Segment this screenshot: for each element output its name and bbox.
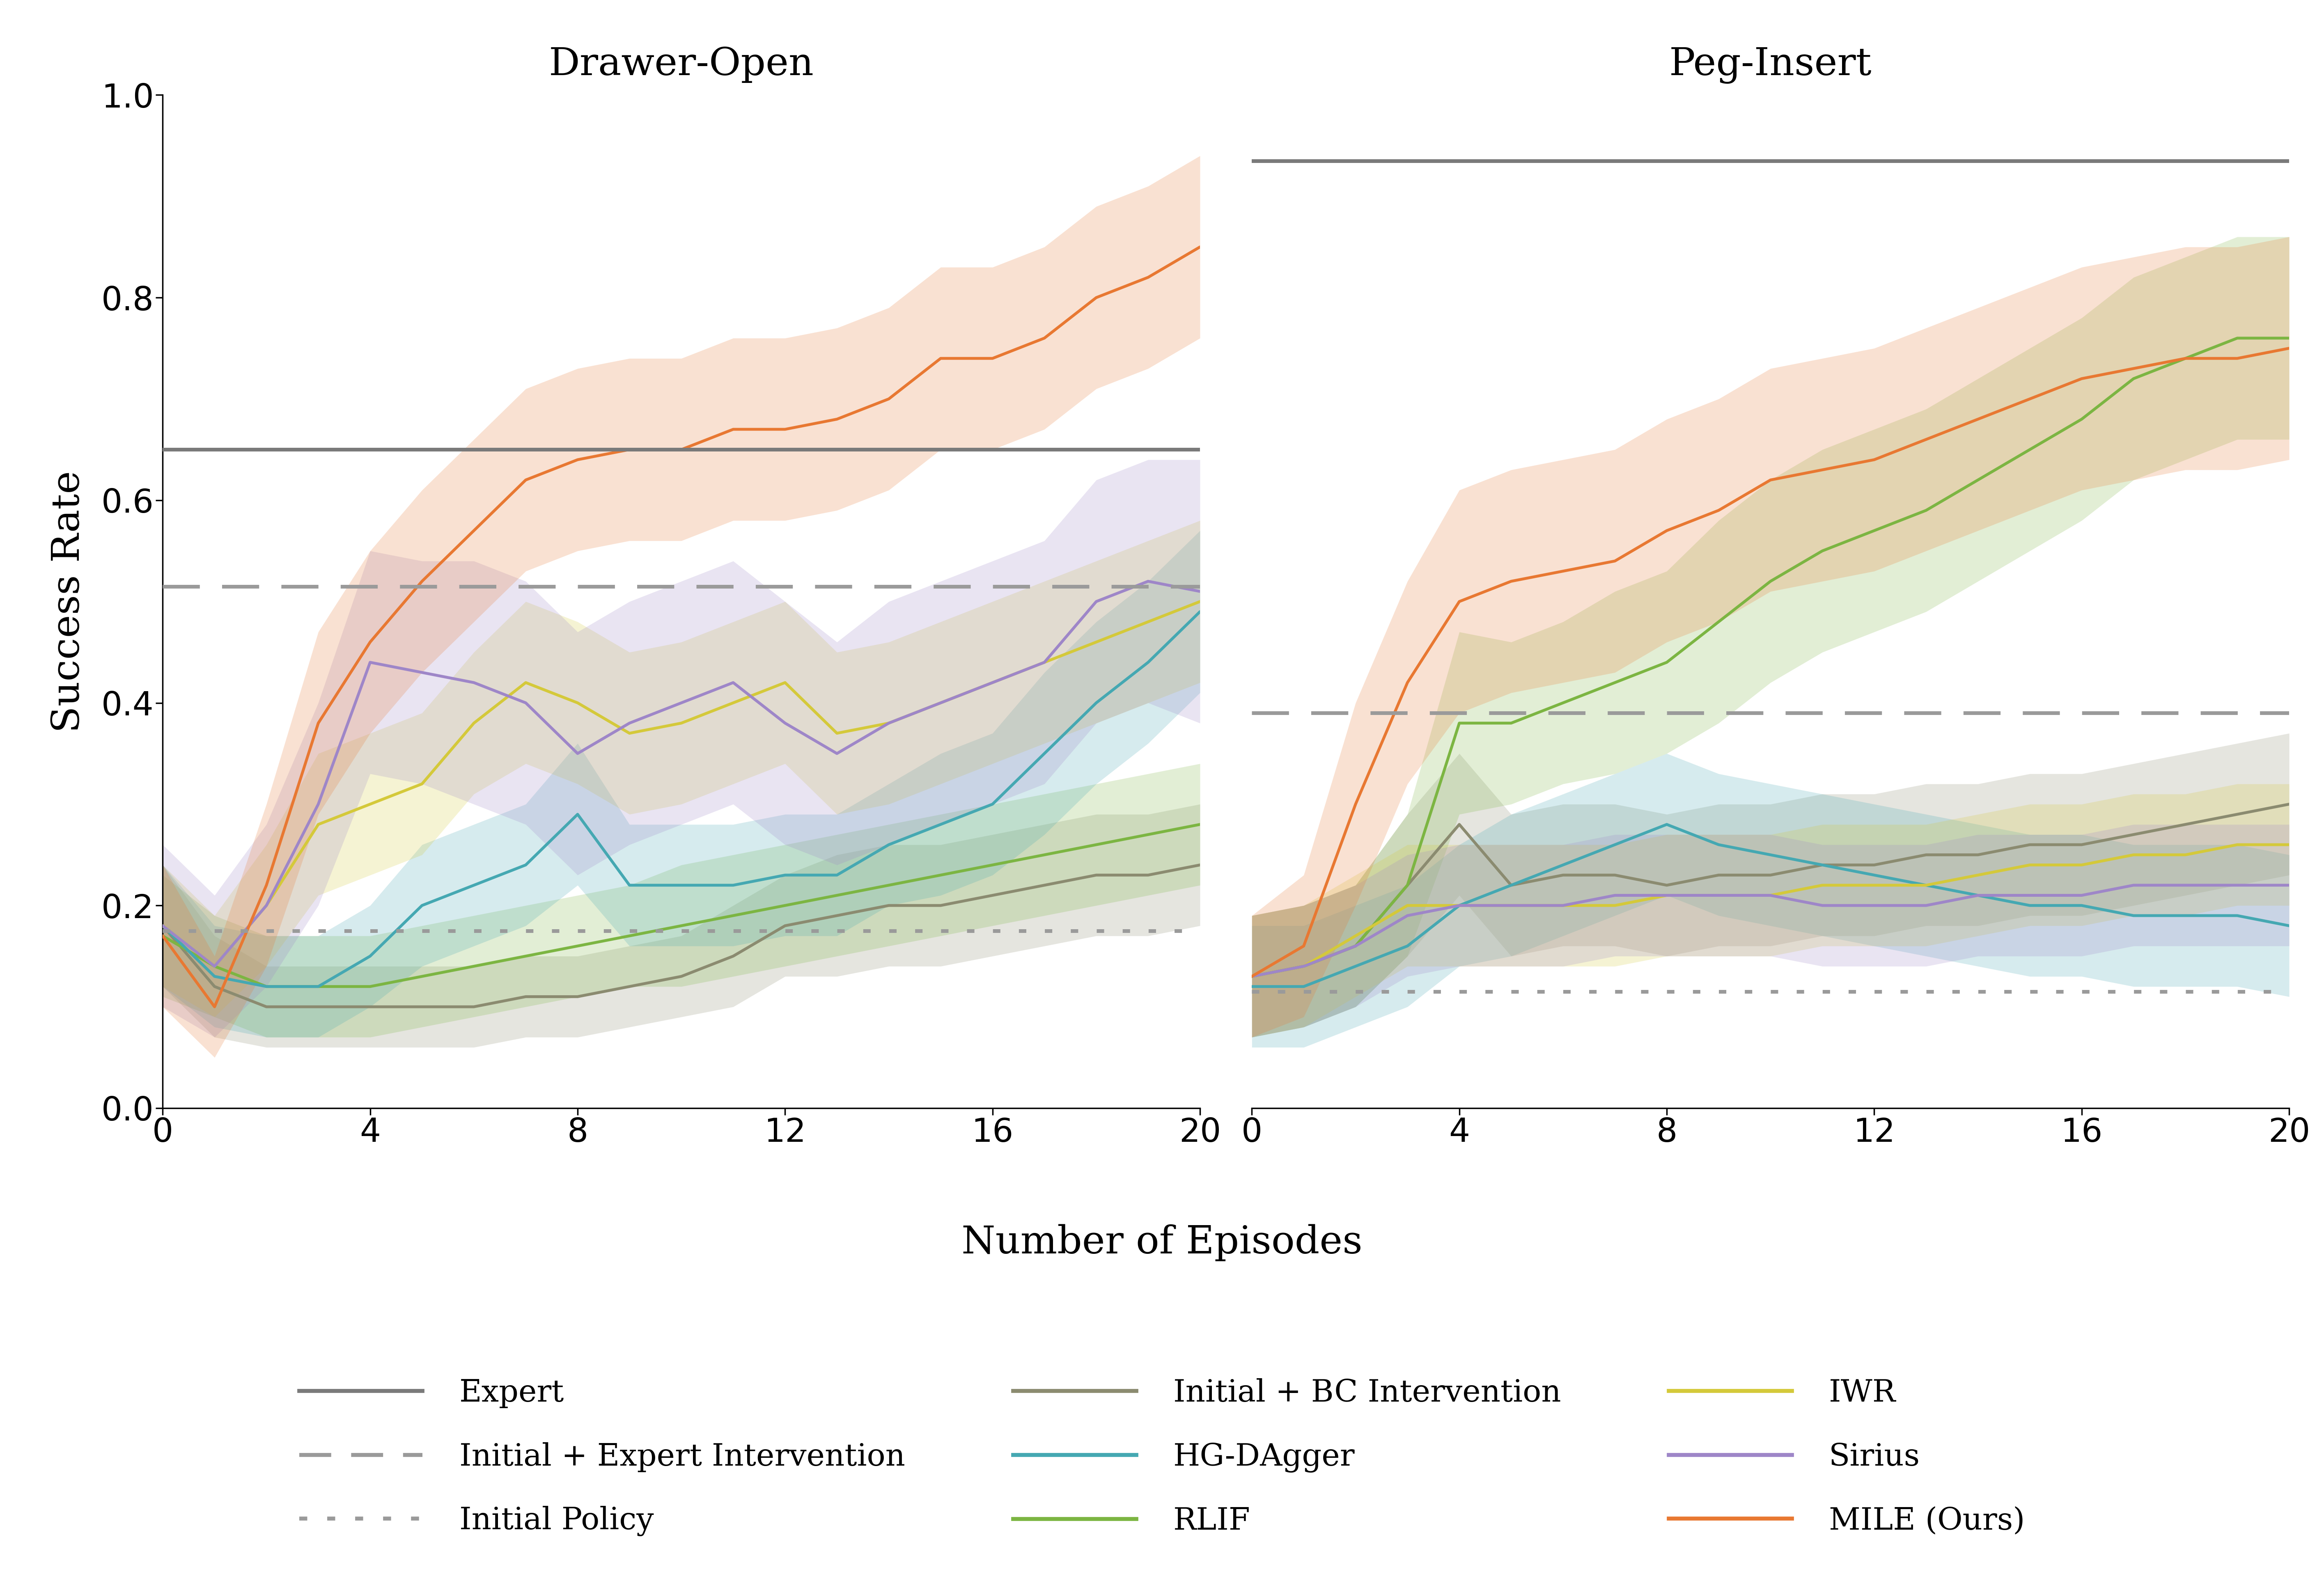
Legend: Expert, Initial + Expert Intervention, Initial Policy, Initial + BC Intervention: Expert, Initial + Expert Intervention, I… bbox=[284, 1363, 2040, 1551]
Text: Number of Episodes: Number of Episodes bbox=[962, 1224, 1362, 1262]
Title: Drawer-Open: Drawer-Open bbox=[548, 46, 813, 82]
Title: Peg-Insert: Peg-Insert bbox=[1669, 47, 1871, 84]
Y-axis label: Success Rate: Success Rate bbox=[51, 470, 86, 733]
